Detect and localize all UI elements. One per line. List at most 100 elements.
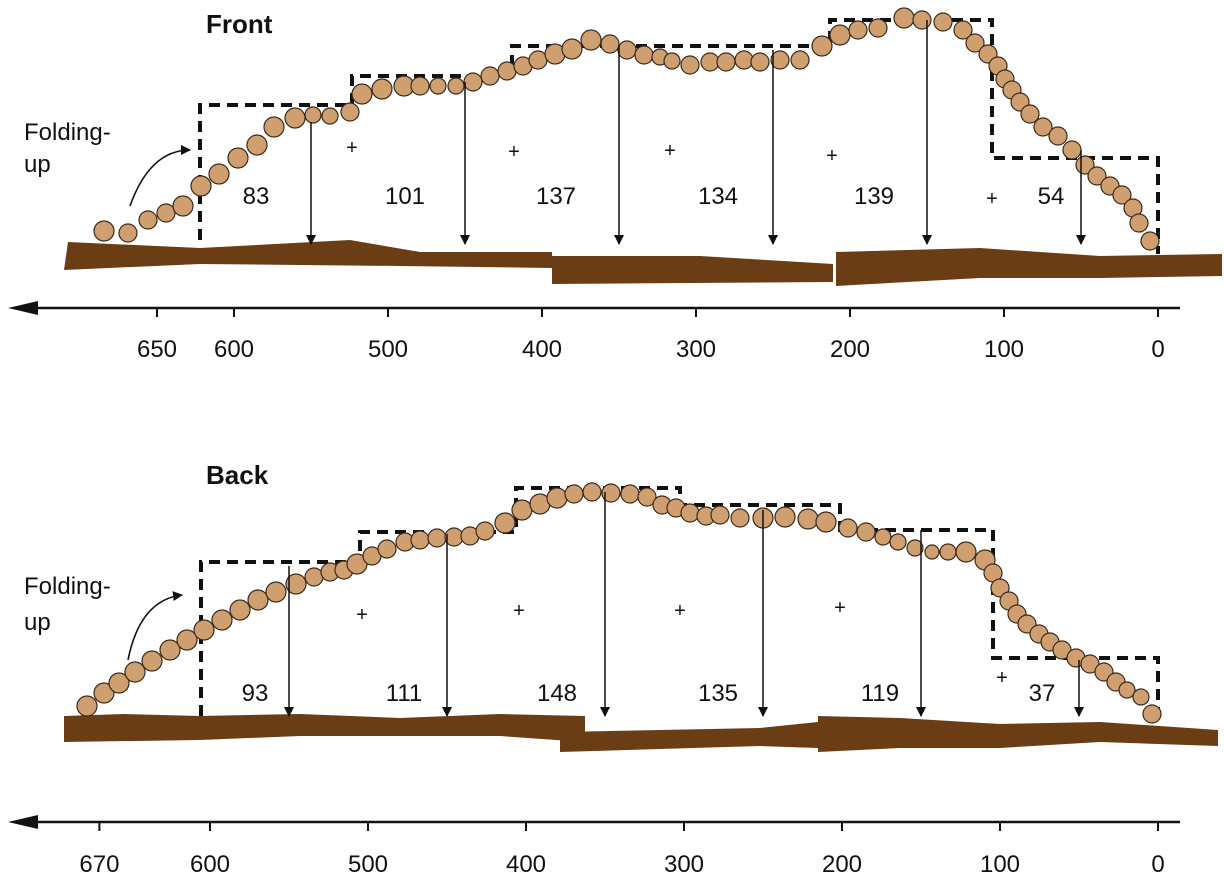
front-segment-value: 134 (698, 183, 738, 210)
back-stone-chain (76, 482, 1162, 724)
stone-marker (774, 506, 796, 528)
stone-marker (141, 650, 163, 672)
stone-marker (990, 578, 1010, 598)
stone-marker (939, 543, 957, 561)
front-segment-value: 54 (1038, 183, 1065, 210)
stone-marker (815, 511, 837, 533)
front-tick-label: 300 (676, 336, 716, 363)
stone-marker (227, 147, 249, 169)
front-axis-arrow-icon (8, 301, 38, 315)
stone-marker (637, 487, 657, 507)
stone-marker (494, 512, 516, 534)
stone-marker (680, 503, 700, 523)
stone-marker (829, 24, 851, 46)
back-segment-value: 135 (698, 680, 738, 707)
stone-marker (321, 107, 339, 125)
stone-marker (285, 573, 307, 595)
stone-marker (856, 522, 876, 542)
stone-marker (838, 518, 858, 538)
stone-marker (304, 106, 322, 124)
back-panel-title: Back (206, 460, 269, 490)
back-tick-label: 0 (1151, 851, 1164, 878)
back-segment-value: 111 (386, 680, 422, 707)
stone-marker (617, 40, 637, 60)
front-dashed-outline (198, 18, 1160, 254)
stone-marker (410, 530, 430, 550)
stone-marker (429, 77, 447, 95)
stone-marker (848, 20, 868, 40)
front-tick-label: 400 (522, 336, 562, 363)
stone-marker (410, 76, 430, 96)
stone-marker (620, 484, 640, 504)
stone-marker (284, 107, 306, 129)
front-segment-value: 83 (243, 183, 270, 210)
stone-marker (700, 52, 720, 72)
front-tick-label: 500 (368, 336, 408, 363)
stone-marker (955, 541, 977, 563)
stone-marker (265, 581, 287, 603)
back-tick-label: 300 (664, 851, 704, 878)
front-base-block (836, 248, 1222, 286)
stone-marker (710, 505, 730, 525)
front-base-block (552, 256, 833, 284)
back-axis-arrow-icon (8, 815, 38, 829)
stone-marker (1129, 213, 1149, 233)
stone-marker (750, 52, 770, 72)
front-segment-value: 101 (385, 183, 425, 210)
stone-marker (193, 619, 215, 641)
stone-marker (1142, 704, 1162, 724)
plus-marker: + (986, 188, 998, 210)
stone-marker (156, 203, 176, 223)
plus-marker: + (346, 137, 358, 159)
stone-marker (680, 55, 700, 75)
stone-marker (906, 539, 924, 557)
stone-marker (924, 544, 940, 560)
stone-marker (889, 533, 907, 551)
stone-marker (371, 78, 393, 100)
back-segment-value: 119 (861, 680, 899, 707)
plus-marker: + (674, 600, 686, 622)
back-segment-value: 37 (1029, 680, 1056, 707)
back-folding-note: Folding- (24, 573, 111, 600)
stone-marker (1087, 166, 1107, 186)
stone-marker (447, 77, 465, 95)
stone-marker (1112, 185, 1132, 205)
back-tick-label: 200 (822, 851, 862, 878)
front-segment-value: 139 (854, 183, 894, 210)
stone-marker (582, 482, 602, 502)
stone-marker (511, 499, 533, 521)
plus-marker: + (834, 597, 846, 619)
back-tick-label: 500 (348, 851, 388, 878)
stone-marker (811, 35, 833, 57)
stone-marker (1048, 126, 1068, 146)
front-folding-note: up (24, 151, 51, 178)
stone-marker (108, 672, 130, 694)
stone-marker (528, 50, 548, 70)
back-tick-label: 400 (506, 851, 546, 878)
stone-marker (770, 50, 790, 70)
stone-marker (247, 589, 269, 611)
stone-marker (93, 682, 115, 704)
stone-marker (561, 38, 583, 60)
stone-marker (580, 29, 602, 51)
stone-marker (933, 12, 953, 32)
stone-marker (118, 223, 138, 243)
stone-marker (480, 66, 500, 86)
front-tick-label: 600 (214, 336, 254, 363)
stone-marker (893, 7, 915, 29)
back-tick-label: 600 (190, 851, 230, 878)
stone-marker (663, 52, 681, 70)
stone-marker (965, 33, 985, 53)
stone-marker (1020, 104, 1040, 124)
stone-marker (76, 695, 98, 717)
stone-marker (377, 539, 397, 559)
stone-marker (797, 508, 819, 530)
plus-marker: + (356, 604, 368, 626)
front-segment-value: 137 (536, 183, 576, 210)
stone-marker (1033, 117, 1053, 137)
stone-marker (868, 18, 888, 38)
stone-marker (912, 10, 932, 30)
stone-marker (351, 83, 373, 105)
plus-marker: + (664, 140, 676, 162)
stone-marker (93, 220, 115, 242)
